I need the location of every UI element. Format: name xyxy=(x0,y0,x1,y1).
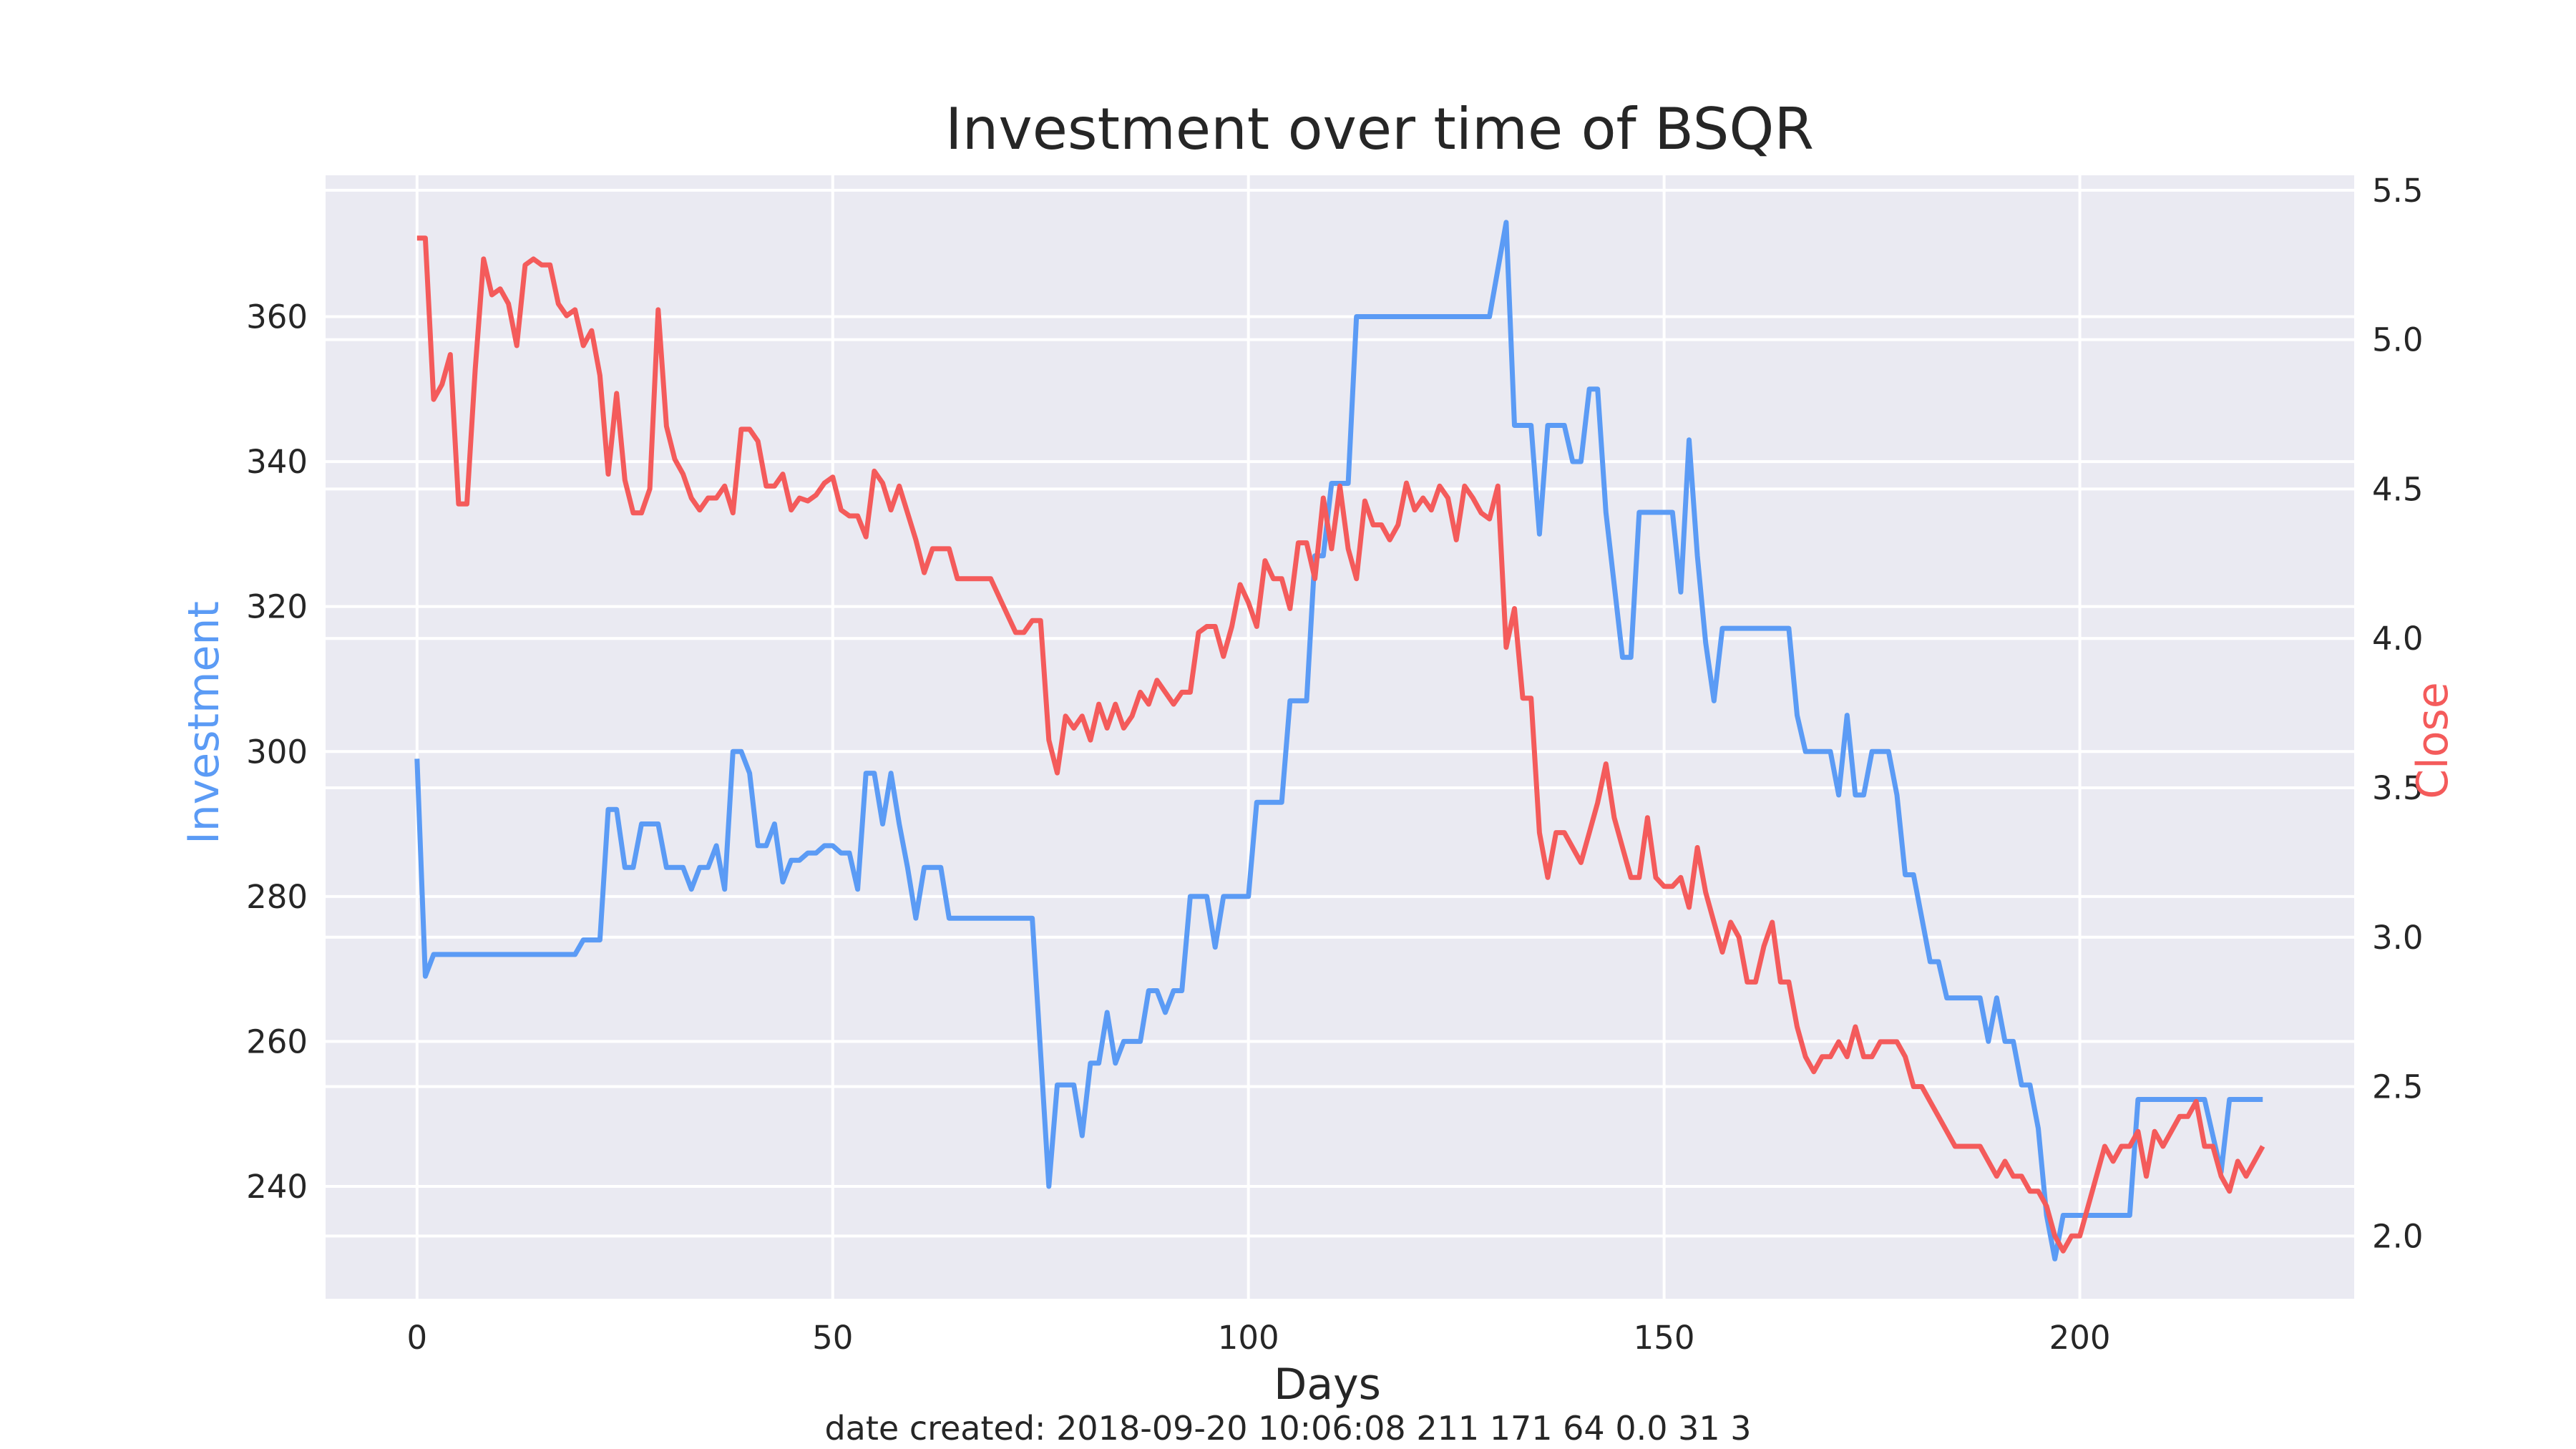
y-left-tick-label: 360 xyxy=(246,298,308,336)
y-left-tick-label: 280 xyxy=(246,878,308,916)
y-right-tick-label: 4.0 xyxy=(2372,620,2424,658)
y-left-tick-label: 340 xyxy=(246,443,308,481)
x-tick-label: 50 xyxy=(812,1319,853,1357)
x-tick-label: 200 xyxy=(2049,1319,2111,1357)
series-layer xyxy=(414,220,2265,1262)
y-left-tick-label: 300 xyxy=(246,733,308,771)
chart-title: Investment over time of BSQR xyxy=(945,96,1814,162)
y-right-tick-label: 4.5 xyxy=(2372,470,2424,508)
x-tick-label: 150 xyxy=(1634,1319,1695,1357)
y-right-tick-label: 3.0 xyxy=(2372,919,2424,957)
x-tick-label: 100 xyxy=(1218,1319,1279,1357)
y-left-tick-label: 240 xyxy=(246,1168,308,1206)
close-line xyxy=(416,235,2265,1254)
y-right-tick-label: 3.5 xyxy=(2372,769,2424,807)
ticks: 0 50 100 150 200 240 260 280 300 320 340 360 2.0 2.5 3… xyxy=(246,172,2423,1357)
investment-line xyxy=(414,220,2263,1262)
plot-area xyxy=(326,175,2354,1299)
y-axis-left-label: Investment xyxy=(179,601,229,844)
x-axis-label: Days xyxy=(1274,1360,1381,1410)
y-axis-right-label: Close xyxy=(2408,682,2458,799)
y-right-tick-label: 5.0 xyxy=(2372,321,2424,359)
y-left-tick-label: 320 xyxy=(246,588,308,626)
x-tick-label: 0 xyxy=(406,1319,427,1357)
y-right-tick-label: 5.5 xyxy=(2372,172,2424,210)
footer-text: date created: 2018-09-20 10:06:08 211 17… xyxy=(824,1409,1751,1448)
y-left-tick-label: 260 xyxy=(246,1023,308,1060)
y-right-tick-label: 2.0 xyxy=(2372,1217,2424,1255)
y-right-tick-label: 2.5 xyxy=(2372,1068,2424,1106)
